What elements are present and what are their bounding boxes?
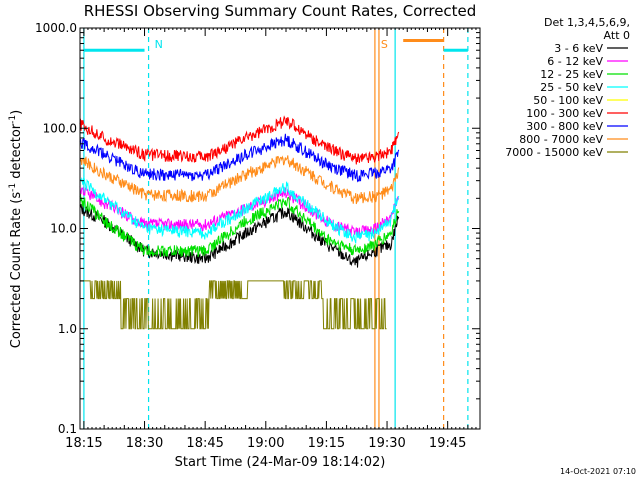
x-tick-label-4: 19:15 [308,436,345,451]
legend-label-2: 12 - 25 keV [540,68,603,81]
x-tick-label-2: 18:45 [186,436,223,451]
x-axis: 18:15 18:30 18:45 19:00 19:15 19:30 19:45 [65,28,481,451]
series-line-7 [79,155,400,205]
legend-header-line-1: Det 1,3,4,5,6,9, [544,16,630,29]
y-tick-label-4: 1000.0 [35,21,77,35]
series-line-2 [79,193,400,258]
legend-label-4: 50 - 100 keV [533,94,603,107]
x-tick-label-0: 18:15 [65,436,102,451]
series-line-6 [79,133,400,183]
annotation-s: S [381,38,388,51]
y-axis-label-sup2: -1 [8,115,18,124]
x-tick-label-1: 18:30 [126,436,163,451]
legend-label-5: 100 - 300 keV [526,107,603,120]
legend-label-7: 800 - 7000 keV [519,133,603,146]
legend-label-0: 3 - 6 keV [554,42,603,55]
flag-bars [83,39,468,52]
x-tick-label-5: 19:30 [368,436,405,451]
y-axis-label: Corrected Count Rate (s-1 detector-1) [8,110,24,348]
legend-label-8: 7000 - 15000 keV [505,146,603,159]
y-axis-label-end: ) [9,110,24,115]
legend-header-line-2: Att 0 [604,29,630,42]
series-line-8 [79,280,387,330]
y-tick-label-3: 100.0 [43,121,77,135]
y-axis: 0.1 1.0 10.0 100.0 1000.0 [35,21,480,436]
x-tick-label-6: 19:45 [429,436,466,451]
y-axis-label-main: Corrected Count Rate (s [9,192,24,349]
legend-label-1: 6 - 12 keV [547,55,603,68]
series-group [79,115,400,330]
chart-title: RHESSI Observing Summary Count Rates, Co… [84,2,477,20]
annotation-n: N [155,38,163,51]
y-axis-label-mid: detector [9,123,24,183]
legend-label-3: 25 - 50 keV [540,81,603,94]
y-axis-label-sup1: -1 [8,183,18,192]
footer-date: 14-Oct-2021 07:10 [560,467,636,476]
y-tick-label-2: 10.0 [50,222,77,236]
y-tick-label-0: 0.1 [58,422,77,436]
series-line-5 [79,115,400,165]
y-tick-label-1: 1.0 [58,322,77,336]
legend-label-6: 300 - 800 keV [526,120,603,133]
x-axis-label: Start Time (24-Mar-09 18:14:02) [175,455,386,470]
x-tick-label-3: 19:00 [247,436,284,451]
series-line-3 [79,176,400,244]
